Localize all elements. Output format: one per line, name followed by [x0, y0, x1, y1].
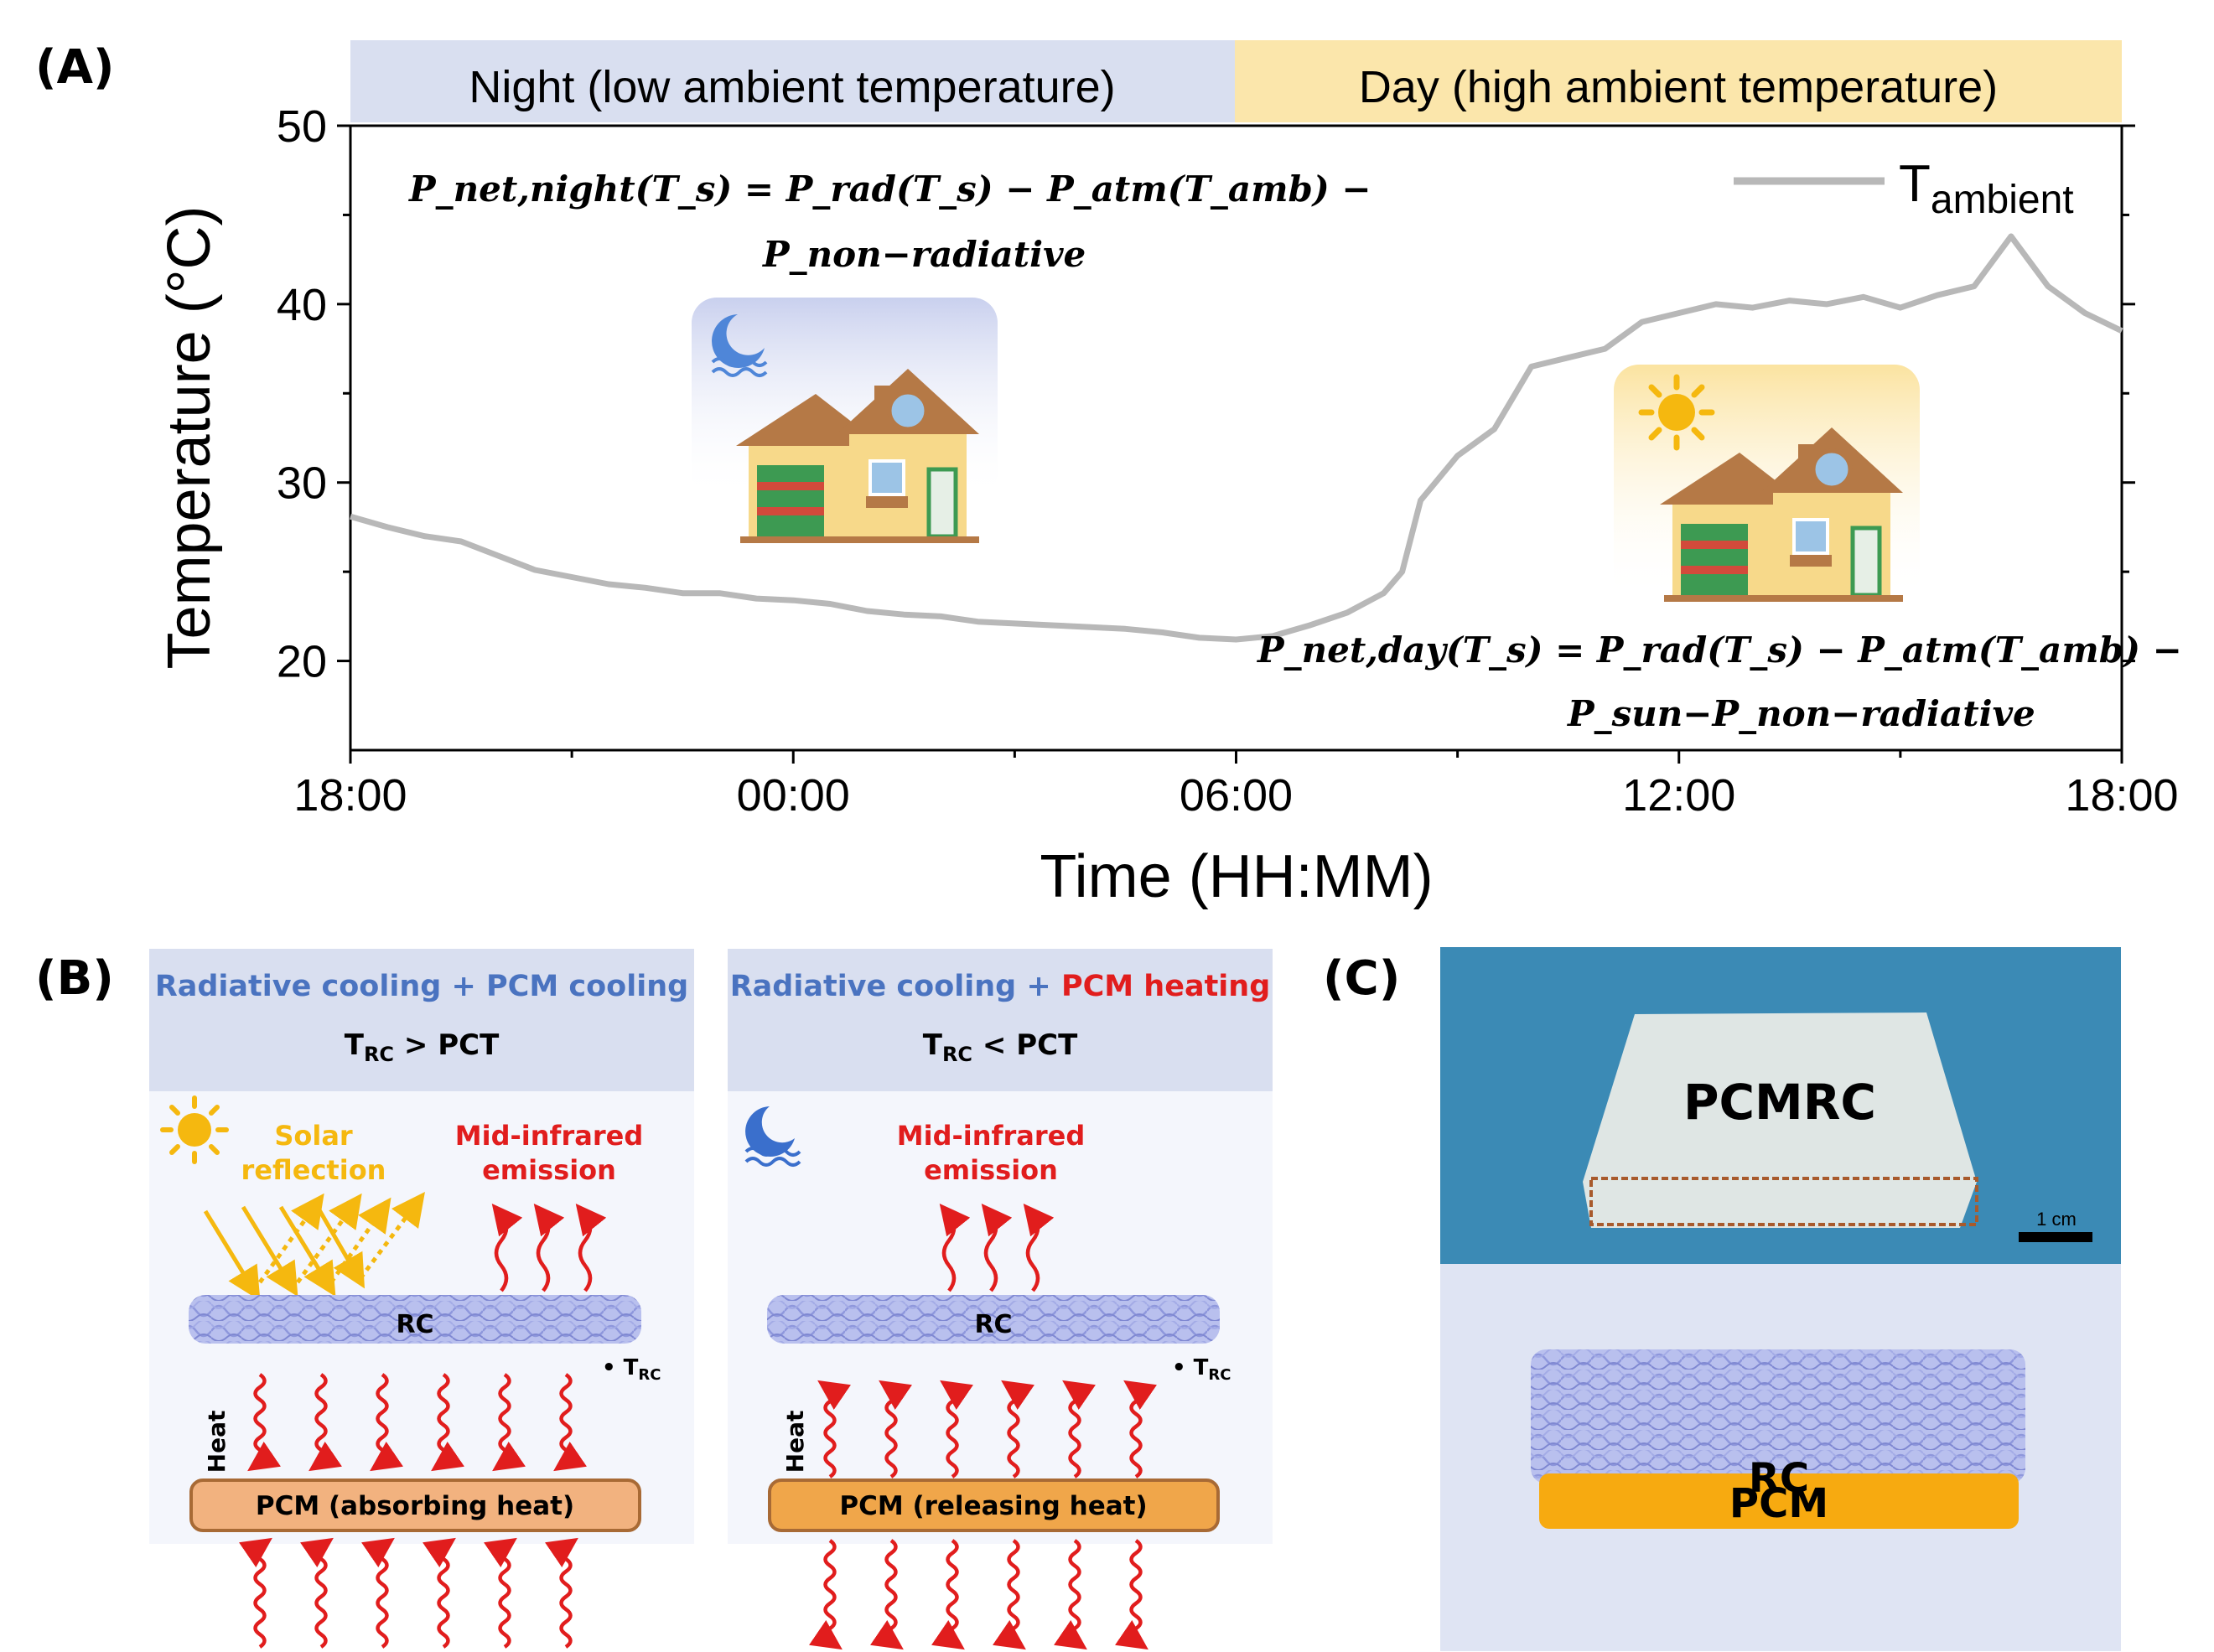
- heat-arrow: [992, 1539, 1026, 1650]
- pcm-label-left: PCM (absorbing heat): [256, 1491, 574, 1521]
- pcm-layer: [1539, 1473, 2019, 1529]
- temperature-chart: Night (low ambient temperature) Day (hig…: [156, 40, 2182, 910]
- legend-label: Tambient: [1899, 155, 2074, 222]
- heat-arrow: [1123, 1380, 1158, 1479]
- heat-label-right: Heat: [781, 1411, 809, 1473]
- rc-fiber-layer: [1531, 1349, 2025, 1484]
- y-tick-label: 50: [277, 101, 327, 152]
- x-axis-title: Time (HH:MM): [1040, 843, 1433, 910]
- day-house-illustration: [1614, 365, 1920, 602]
- x-tick-label: 12:00: [1622, 770, 1735, 821]
- y-tick-label: 20: [277, 637, 327, 687]
- moon-icon: [711, 314, 768, 377]
- heat-arrow: [360, 1537, 395, 1649]
- heat-arrow: [940, 1380, 974, 1479]
- series-layer: [350, 233, 2123, 643]
- night-band-label: Night (low ambient temperature): [469, 62, 1115, 112]
- night-equation-line1: P_net,night(T_s) = P_rad(T_s) − P_atm(T_…: [408, 168, 1371, 210]
- night-band: [350, 40, 1235, 122]
- heat-arrow: [879, 1380, 913, 1479]
- day-equation-line2: P_sun−P_non−radiative: [1567, 693, 2035, 734]
- pcmrc-sample: [1583, 1012, 1977, 1228]
- heat-arrow: [483, 1537, 517, 1649]
- sample-edge-highlight: [1589, 1177, 1978, 1226]
- heat-arrow: [299, 1537, 334, 1649]
- heat-arrow: [238, 1537, 272, 1649]
- heat-arrow: [309, 1373, 343, 1472]
- rc-label-left: RC: [396, 1310, 433, 1339]
- mir-emission-arrows-right: [939, 1203, 1055, 1292]
- x-tick-label: 18:00: [2065, 770, 2178, 821]
- heat-arrow: [492, 1373, 526, 1472]
- mir-label-left-2: emission: [482, 1154, 616, 1186]
- heat-arrow: [370, 1373, 404, 1472]
- x-tick-label: 06:00: [1180, 770, 1293, 821]
- sun-icon: [160, 1095, 229, 1164]
- moon-icon: [744, 1106, 801, 1167]
- x-tick-label: 00:00: [737, 770, 850, 821]
- x-tick-label: 18:00: [293, 770, 407, 821]
- left-condition: TRC > PCT: [345, 1028, 500, 1066]
- pcm-bar-right: [768, 1479, 1220, 1532]
- heat-arrow: [1053, 1539, 1087, 1650]
- heat-label-left: Heat: [203, 1411, 231, 1473]
- pcm-label: PCM: [1729, 1480, 1828, 1527]
- day-equation-line1: P_net,day(T_s) = P_rad(T_s) − P_atm(T_am…: [1257, 629, 2182, 671]
- heat-arrow: [869, 1539, 904, 1650]
- heat-arrow: [931, 1539, 965, 1650]
- rc-layer-right: [767, 1295, 1220, 1344]
- solar-label-2: reflection: [241, 1154, 386, 1186]
- pcm-label-right: PCM (releasing heat): [839, 1491, 1147, 1521]
- day-band-label: Day (high ambient temperature): [1359, 62, 1998, 112]
- solar-reflection-arrows: [203, 1191, 425, 1302]
- heat-arrows-left: [238, 1373, 588, 1649]
- trc-label-left: • TRC: [602, 1355, 661, 1384]
- heat-arrow: [817, 1380, 852, 1479]
- right-title: Radiative cooling + PCM heating: [730, 970, 1271, 1003]
- right-condition: TRC < PCT: [923, 1028, 1078, 1066]
- scale-bar: [2019, 1232, 2092, 1242]
- heat-arrows-right: [808, 1380, 1158, 1650]
- series-line-tambient: [350, 233, 2123, 643]
- left-title: Radiative cooling + PCM cooling: [155, 970, 688, 1003]
- pcmrc-label: PCMRC: [1683, 1074, 1876, 1131]
- panel-c-figure: PCMRC 1 cm RC PCM: [1440, 947, 2121, 1651]
- mir-label-right-2: emission: [924, 1154, 1058, 1186]
- heat-arrow: [422, 1537, 456, 1649]
- heat-arrow: [544, 1537, 578, 1649]
- axis-ticks: 18:00 00:00 06:00 12:00 18:00 20 30 40 50: [277, 101, 2179, 821]
- heat-arrow: [247, 1373, 282, 1472]
- sun-icon: [1638, 374, 1715, 451]
- mir-emission-arrows-left: [491, 1203, 607, 1292]
- heat-arrow: [808, 1539, 843, 1650]
- night-house-illustration: [692, 298, 998, 543]
- trc-label-right: • TRC: [1172, 1355, 1231, 1384]
- heat-arrow: [1114, 1539, 1148, 1650]
- heat-arrow: [553, 1373, 588, 1472]
- rc-label-right: RC: [974, 1310, 1012, 1339]
- panel-b-label: (B): [35, 951, 114, 1006]
- y-tick-label: 40: [277, 280, 327, 330]
- panel-a-label: (A): [35, 40, 115, 95]
- rc-layer-left: [189, 1295, 641, 1344]
- y-axis-title: Temperature (°C): [156, 206, 223, 670]
- heat-arrow: [1001, 1380, 1035, 1479]
- heat-arrow: [431, 1373, 465, 1472]
- mir-label-right-1: Mid-infrared: [897, 1120, 1085, 1152]
- panel-c-label: (C): [1323, 951, 1401, 1006]
- scale-bar-label: 1 cm: [2036, 1209, 2077, 1230]
- pcm-bar-left: [189, 1479, 641, 1532]
- mir-label-left-1: Mid-infrared: [455, 1120, 643, 1152]
- day-band: [1235, 40, 2122, 122]
- solar-label-1: Solar: [274, 1120, 353, 1152]
- rc-label: RC: [1749, 1455, 1809, 1502]
- y-tick-label: 30: [277, 458, 327, 509]
- night-equation-line2: P_non−radiative: [762, 234, 1086, 275]
- panel-b-diagram: Radiative cooling + PCM cooling TRC > PC…: [149, 949, 1273, 1650]
- heat-arrow: [1062, 1380, 1097, 1479]
